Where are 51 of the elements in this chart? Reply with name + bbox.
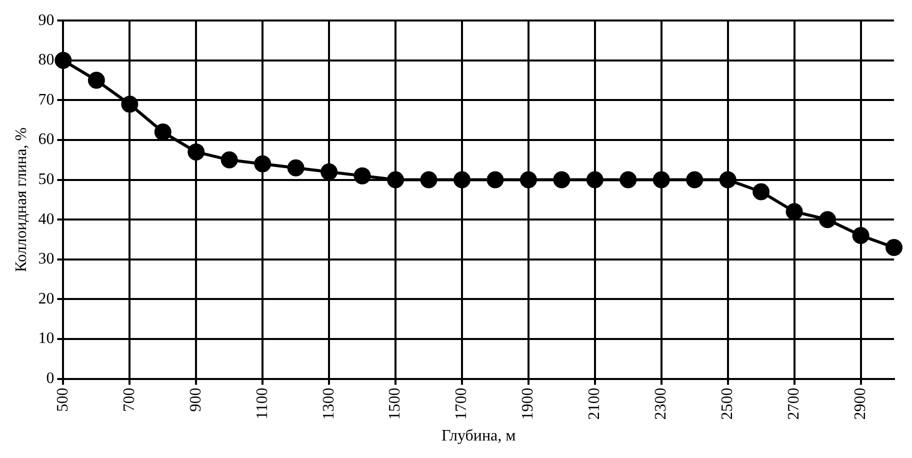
point [154,124,172,141]
y-tick-label: 70 [38,91,54,108]
point [453,171,470,188]
point [54,52,72,69]
y-axis-title: Коллоидная глина, % [12,127,30,272]
point [719,171,736,188]
point [686,171,704,188]
point [553,171,570,188]
y-tick-label: 10 [38,330,54,348]
point [320,163,338,180]
point [121,96,138,113]
point [354,167,371,184]
point [287,159,304,176]
point [520,171,537,188]
x-tick-label: 2900 [852,388,869,420]
x-tick-label: 1300 [320,388,338,420]
y-tick-label: 80 [38,52,54,69]
point [852,227,870,244]
y-tick-label: 90 [38,12,54,29]
y-tick-label: 40 [38,210,54,228]
y-tick-label: 20 [38,290,54,308]
point [486,171,504,188]
point [620,171,637,188]
x-tick-label: 700 [120,388,138,412]
x-axis-title: Глубина, м [441,428,516,445]
point [220,151,238,168]
y-tick-label: 30 [38,250,54,268]
x-tick-label: 500 [54,388,72,412]
point [188,143,205,160]
point [786,203,803,220]
point [254,155,272,172]
x-tick-label: 1700 [453,388,470,420]
x-tick-label: 2700 [786,388,803,420]
point [586,171,604,188]
x-tick-label: 1500 [386,388,404,420]
point [420,171,438,188]
point [752,183,770,200]
point [88,72,105,89]
point [387,171,404,188]
x-tick-label: 1100 [254,388,271,420]
x-tick-label: 900 [187,388,204,412]
point [819,211,836,228]
point [652,171,670,188]
x-tick-label: 2500 [719,388,736,420]
y-tick-label: 60 [38,131,54,148]
x-tick-label: 2100 [586,388,604,420]
y-tick-label: 0 [46,370,54,388]
x-tick-label: 1900 [520,388,537,420]
point [886,238,902,256]
x-tick-label: 2300 [652,388,670,420]
y-tick-label: 50 [38,171,54,188]
